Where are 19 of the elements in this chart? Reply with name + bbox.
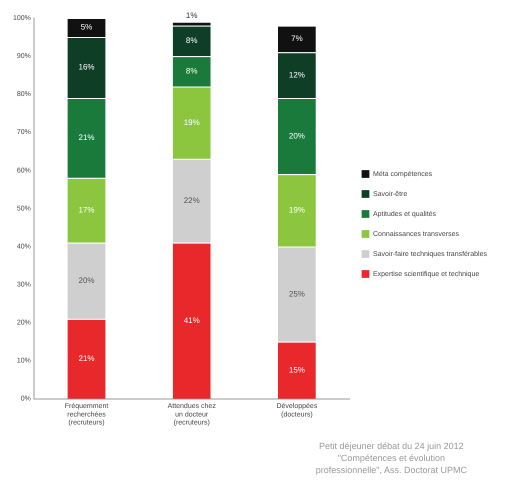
data-label: 15% [288,365,305,374]
data-label: 22% [184,196,200,205]
data-label: 25% [288,289,305,298]
data-label: 41% [184,316,200,325]
data-label: 8% [186,66,198,76]
data-label: 19% [288,206,305,215]
data-label: 21% [78,354,95,364]
data-label: 17% [78,206,95,215]
data-label: 20% [288,131,305,140]
data-label: 16% [78,62,95,72]
text: Petit déjeuner débat du 24 juin 2012 "Compétences et évolution professionnelle", Ass. Doctorat UPMC [316,440,467,476]
data-label: 7% [291,34,303,44]
data-label: 19% [184,118,200,127]
data-label: 21% [78,133,95,142]
data-label: 8% [186,36,198,46]
data-label: 1% [186,11,198,20]
data-label: 5% [80,22,92,32]
data-label: 20% [78,276,95,285]
data-label: 12% [288,70,305,80]
